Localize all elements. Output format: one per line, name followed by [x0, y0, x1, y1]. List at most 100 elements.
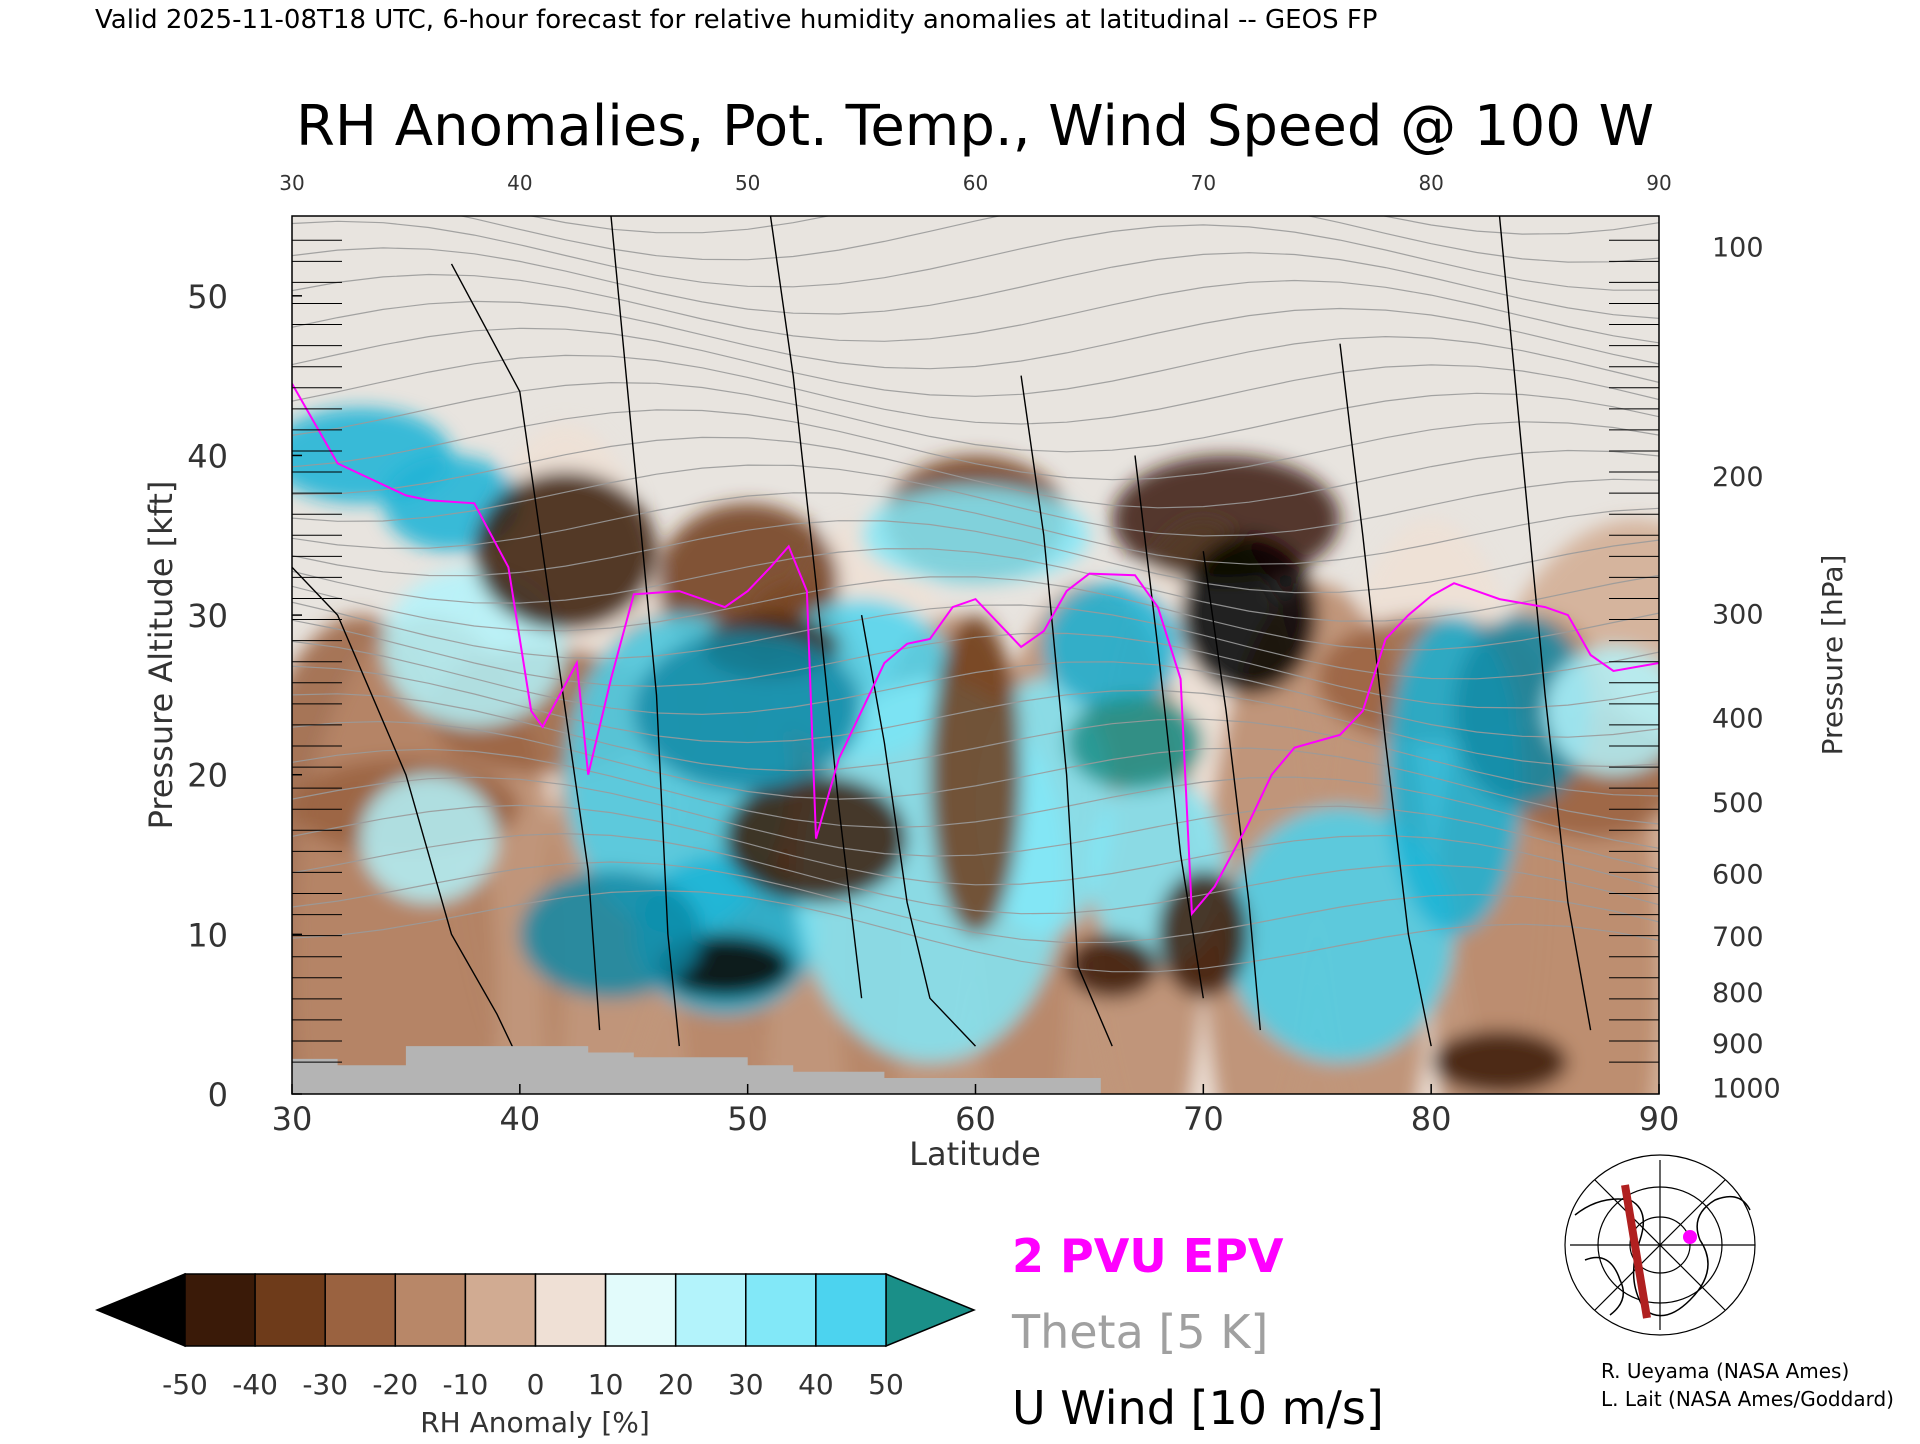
colorbar-tick-label: -30 — [302, 1368, 348, 1401]
theta-contour — [292, 327, 1659, 397]
colorbar-swatch — [184, 1273, 256, 1347]
pressure-tick-label: 1000 — [1712, 1074, 1781, 1105]
wind-contour — [1339, 343, 1432, 1047]
wind-contour — [1020, 375, 1113, 1047]
theta-contour — [292, 720, 1659, 825]
colorbar-swatch — [534, 1273, 607, 1347]
theta-contour — [292, 492, 1659, 565]
colorbar-tick-label: 40 — [798, 1368, 834, 1401]
colorbar-swatch — [254, 1273, 326, 1347]
wind-contours — [292, 216, 1592, 1063]
rh-anomaly-blob — [1545, 647, 1659, 775]
theta-contour — [292, 665, 1659, 768]
pressure-tick-label: 800 — [1712, 978, 1764, 1009]
theta-contour — [292, 300, 1659, 370]
colorbar-swatch — [324, 1273, 397, 1347]
colorbar-tick-label: 50 — [868, 1368, 904, 1401]
pressure-tick-label: 100 — [1712, 232, 1764, 263]
credit-line-2: L. Lait (NASA Ames/Goddard) — [1601, 1387, 1894, 1411]
rh-anomaly-blob — [1157, 870, 1249, 999]
valid-time-line: Valid 2025-11-08T18 UTC, 6-hour forecast… — [95, 5, 1377, 35]
wind-contour — [860, 614, 977, 1047]
theta-contour — [292, 354, 1659, 425]
theta-contour — [292, 832, 1659, 915]
y-axis-label: Pressure Altitude [kft] — [142, 481, 180, 830]
theta-contour — [292, 247, 1659, 319]
wind-contour — [292, 566, 521, 1063]
theta-contour — [528, 216, 1659, 235]
plot-area: 30 40 50 60 70 80 90 30 40 50 60 70 80 90 0 10 20 30 40 5… — [142, 171, 1849, 1173]
y-tick-label: 20 — [187, 757, 228, 795]
rh-anomaly-blob — [1431, 1030, 1568, 1094]
x-tick-label: 70 — [1183, 1100, 1224, 1138]
x-top-tick-label: 60 — [963, 171, 988, 195]
colorbar-tick-label: 10 — [588, 1368, 624, 1401]
pressure-tick-label: 600 — [1712, 860, 1764, 891]
wind-contour — [1134, 455, 1204, 999]
colorbar: -50 -40 -30 -20 -10 0 10 20 30 40 50 — [95, 1272, 976, 1401]
wind-contour — [1498, 216, 1592, 1031]
theta-contour — [292, 776, 1659, 870]
x-axis-label: Latitude — [909, 1135, 1041, 1173]
theta-contour — [292, 889, 1659, 973]
theta-contour — [292, 220, 1659, 291]
y-axis: 0 10 20 30 40 50 — [187, 278, 302, 1114]
rh-anomaly-blob — [360, 774, 498, 903]
terrain-mask — [292, 1046, 1101, 1094]
theta-contour — [292, 748, 1659, 849]
theta-contours — [292, 216, 1659, 973]
x-tick-label: 80 — [1411, 1100, 1452, 1138]
x-tick-label: 30 — [272, 1100, 313, 1138]
colorbar-swatch — [604, 1273, 677, 1347]
pressure-grid-ticks — [292, 239, 1659, 1063]
y-tick-label: 40 — [187, 437, 228, 475]
rh-anomaly-blob — [1066, 694, 1204, 791]
x-top-tick-label: 80 — [1418, 171, 1443, 195]
colorbar-swatch — [745, 1273, 817, 1347]
x-tick-label: 90 — [1639, 1100, 1680, 1138]
colorbar-tick-label: 30 — [728, 1368, 764, 1401]
x-top-tick-label: 50 — [735, 171, 760, 195]
rh-anomaly-field — [292, 407, 1659, 1094]
x-top-tick-label: 40 — [507, 171, 532, 195]
colorbar-tick-label: -50 — [162, 1368, 208, 1401]
theta-contour — [292, 861, 1659, 944]
colorbar-label: RH Anomaly [%] — [420, 1406, 650, 1439]
colorbar-tick-label: 20 — [658, 1368, 694, 1401]
y-tick-label: 30 — [187, 597, 228, 635]
theta-contour — [292, 693, 1659, 797]
wind-contour — [1202, 551, 1261, 1031]
x-top-axis: 30 40 50 60 70 80 90 — [279, 171, 1671, 195]
pressure-tick-label: 300 — [1712, 599, 1764, 630]
colorbar-swatch — [464, 1273, 537, 1347]
theta-contour — [292, 520, 1659, 594]
legend: 2 PVU EPV Theta [5 K] U Wind [10 m/s] — [1011, 1229, 1384, 1435]
credit-line-1: R. Ueyama (NASA Ames) — [1601, 1359, 1849, 1383]
y-tick-label: 0 — [208, 1076, 228, 1114]
pressure-tick-label: 700 — [1712, 922, 1764, 953]
rh-anomaly-blob — [1453, 615, 1591, 807]
location-map — [1560, 1154, 1760, 1336]
theta-contour — [292, 464, 1659, 537]
rh-anomaly-blob — [474, 471, 657, 632]
colorbar-tick-label: -10 — [443, 1368, 489, 1401]
theta-contour — [292, 804, 1659, 889]
rh-anomaly-blob — [929, 615, 1022, 935]
pressure-axis-label: Pressure [hPa] — [1816, 555, 1849, 756]
wind-contour — [450, 263, 601, 1031]
wind-contour — [769, 216, 863, 999]
theta-contour — [292, 273, 1659, 344]
colorbar-tick-label: 0 — [527, 1368, 545, 1401]
x-top-tick-label: 90 — [1646, 171, 1671, 195]
theta-contour — [292, 576, 1659, 651]
pressure-tick-label: 200 — [1712, 462, 1764, 493]
colorbar-tick-label: -40 — [232, 1368, 278, 1401]
x-tick-label: 40 — [499, 1100, 540, 1138]
x-tick-label: 50 — [727, 1100, 768, 1138]
rh-anomaly-blob — [1226, 806, 1454, 1063]
theta-contour — [292, 601, 1659, 680]
rh-anomaly-blob — [1043, 583, 1181, 711]
legend-epv: 2 PVU EPV — [1012, 1229, 1284, 1283]
x-top-tick-label: 70 — [1191, 171, 1216, 195]
